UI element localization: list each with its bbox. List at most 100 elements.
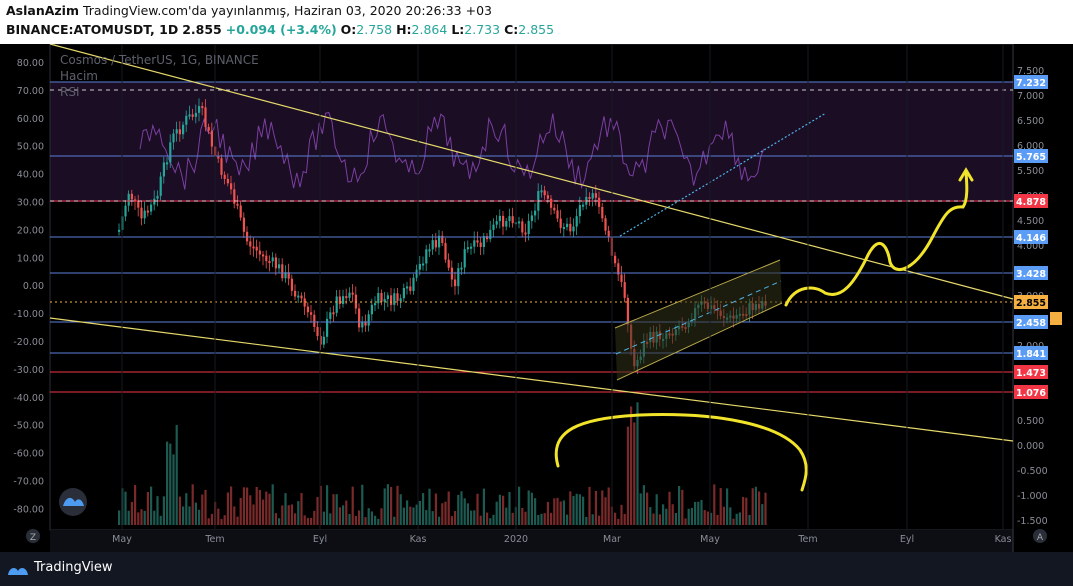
candle-body [393, 293, 396, 305]
volume-bar [153, 510, 156, 525]
volume-bar [134, 485, 137, 525]
left-axis-label: 40.00 [17, 170, 44, 181]
volume-bowl-curve[interactable] [554, 413, 808, 492]
price-tag-label: 4.146 [1016, 233, 1046, 244]
candle-body [524, 232, 527, 235]
volume-bar [729, 507, 732, 525]
candle-body [348, 292, 351, 298]
candle-body [351, 292, 354, 295]
candle-body [415, 269, 418, 278]
upper-trendline[interactable] [49, 44, 1014, 300]
volume-bar [393, 516, 396, 525]
header-line-2: BINANCE:ATOMUSDT, 1D 2.855 +0.094 (+3.4%… [6, 22, 554, 37]
time-axis-label: 2020 [504, 534, 528, 545]
candle-body [396, 293, 399, 301]
symbol-label[interactable]: BINANCE:ATOMUSDT, 1D [6, 22, 179, 37]
author-name[interactable]: AslanAzim [6, 3, 79, 18]
price-tag[interactable] [1014, 315, 1048, 329]
candle-body [319, 336, 322, 345]
candle-body [332, 312, 335, 315]
volume-bar [745, 497, 748, 525]
volume-bar [249, 495, 252, 525]
volume-bar [422, 493, 425, 525]
footer-brand[interactable]: TradingView [34, 560, 113, 575]
volume-bar [409, 506, 412, 525]
price-tag[interactable] [1014, 295, 1048, 309]
price-tag[interactable] [1014, 385, 1048, 399]
volume-bar [748, 514, 751, 525]
volume-bar [406, 500, 409, 525]
volume-bar [470, 510, 473, 525]
volume-bar [338, 507, 341, 525]
volume-bar [220, 518, 223, 525]
candle-body [498, 215, 501, 222]
left-axis-label: 20.00 [17, 225, 44, 236]
candle-body [463, 249, 466, 268]
right-axis-label: 7.000 [1017, 91, 1044, 102]
volume-bar [310, 517, 313, 525]
price-tag[interactable] [1014, 230, 1048, 244]
candle-body [466, 247, 469, 250]
tradingview-logo-icon[interactable] [6, 560, 30, 578]
volume-bar [601, 490, 604, 525]
volume-bar [412, 507, 415, 525]
legend-rsi[interactable]: RSI [60, 85, 80, 99]
candle-body [422, 263, 425, 266]
volume-bar [489, 518, 492, 525]
left-axis-label: -20.00 [13, 337, 44, 348]
volume-bar [377, 518, 380, 525]
price-tag[interactable] [1014, 346, 1048, 360]
price-tag-label: 7.232 [1016, 78, 1046, 89]
zoom-button[interactable] [26, 529, 40, 543]
volume-bar [210, 513, 213, 525]
candle-body [239, 205, 242, 218]
price-tag[interactable] [1014, 75, 1048, 89]
volume-bar [370, 511, 373, 525]
candle-body [146, 210, 149, 213]
candle-body [140, 207, 143, 219]
price-tag[interactable] [1014, 266, 1048, 280]
auto-scale-button[interactable] [1033, 529, 1047, 543]
candle-body [559, 218, 562, 228]
candle-body [358, 308, 361, 328]
watermark-cloud [63, 497, 84, 506]
volume-bar [642, 485, 645, 525]
candle-body [153, 198, 156, 205]
candle-body [604, 218, 607, 231]
candle-body [562, 227, 565, 230]
volume-bar [662, 504, 665, 525]
chart-canvas[interactable]: 80.00 70.00 60.00 50.00 40.00 30.00 20.00 10.00… [0, 44, 1073, 552]
candle-body [418, 263, 421, 270]
candle-body [210, 130, 213, 147]
candle-body [566, 223, 569, 228]
candle-body [412, 277, 415, 291]
volume-bar [572, 495, 575, 525]
price-tag[interactable] [1014, 365, 1048, 379]
candle-body [258, 250, 261, 255]
price-tag[interactable] [1014, 194, 1048, 208]
ascending-channel[interactable] [615, 260, 782, 380]
volume-bar [364, 517, 367, 525]
volume-bar [626, 426, 629, 525]
candle-body [178, 129, 181, 135]
candle-body [207, 126, 210, 131]
volume-bar [582, 496, 585, 525]
candle-body [294, 290, 297, 297]
volume-bar [636, 402, 639, 525]
volume-bar [543, 513, 546, 525]
lower-trendline[interactable] [49, 317, 1014, 442]
volume-bar [329, 513, 332, 525]
volume-bar [764, 492, 767, 525]
candle-body [130, 193, 133, 200]
volume-bar [690, 507, 693, 525]
time-axis-label: May [112, 534, 132, 545]
candle-body [290, 278, 293, 291]
legend-volume[interactable]: Hacim [60, 69, 98, 83]
volume-bar [252, 504, 255, 525]
projection-curve[interactable] [784, 170, 969, 307]
volume-bar [236, 516, 239, 525]
volume-bar [617, 518, 620, 525]
volume-bar [758, 491, 761, 525]
legend-title[interactable]: Cosmos / TetherUS, 1G, BINANCE [60, 53, 259, 67]
price-tag[interactable] [1014, 149, 1048, 163]
